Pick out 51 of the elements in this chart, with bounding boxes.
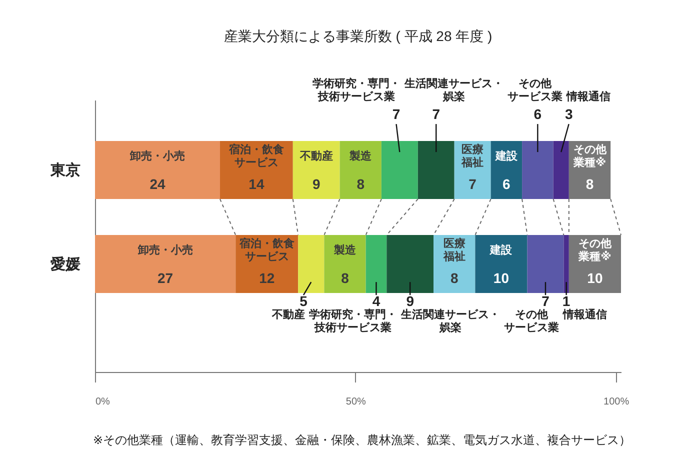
data-label: 9 — [406, 293, 414, 310]
text: ※その他業種（運輸、教育学習支援、金融・保険、農林漁業、鉱業、電気ガス水道、複合サービス） — [93, 433, 632, 447]
data-label: 6 — [534, 106, 542, 122]
data-label: 5 — [300, 293, 308, 310]
y-tick-label: 愛媛 — [50, 256, 80, 274]
x-tick-label: 50% — [346, 396, 366, 408]
data-label: 8 — [341, 270, 350, 286]
x-tick-label: 100% — [604, 396, 630, 408]
data-label: 4 — [372, 293, 380, 310]
series-label: その他サービス業 — [504, 308, 560, 334]
data-label: 7 — [542, 293, 550, 310]
data-label: 24 — [150, 176, 166, 192]
data-label: 27 — [158, 270, 174, 286]
series-label: 医療福祉 — [460, 143, 484, 170]
series-label: 生活関連サービス・娯楽 — [400, 308, 500, 334]
series-label: 宿泊・飲食サービス — [228, 143, 284, 170]
series-label: 卸売・小売 — [128, 150, 185, 163]
series-label: 情報通信 — [562, 308, 608, 322]
text: 学術研究・専門・技術サービス業 — [312, 78, 401, 104]
data-label: 6 — [502, 176, 511, 192]
data-label: 1 — [562, 293, 570, 310]
data-label: 8 — [586, 176, 594, 192]
text: 製造 — [334, 244, 356, 257]
text: 卸売・小売 — [138, 244, 193, 257]
series-label: 製造 — [348, 150, 373, 163]
data-label: 9 — [312, 176, 320, 192]
series-label: 不動産 — [298, 150, 333, 163]
series-label: 学術研究・専門・技術サービス業 — [309, 308, 398, 334]
x-tick-label: 0% — [96, 396, 110, 408]
text: その他サービス業 — [508, 78, 563, 104]
text: 建設 — [490, 244, 512, 257]
data-label: 10 — [587, 270, 603, 286]
data-label: 10 — [493, 270, 510, 286]
data-label: 8 — [450, 270, 458, 286]
data-label: 8 — [356, 176, 365, 192]
text: 情報通信 — [566, 91, 611, 104]
data-label: 7 — [392, 106, 400, 122]
series-label: 建設 — [494, 150, 518, 163]
data-label: 3 — [564, 106, 573, 122]
text: その他業種※ — [578, 238, 612, 264]
data-label: 14 — [248, 176, 264, 192]
data-label: 12 — [259, 270, 275, 286]
series-label: その他業種※ — [572, 143, 608, 170]
text: 医療福祉 — [443, 238, 466, 264]
text: 不動産 — [272, 309, 306, 322]
text: 生活関連サービス・娯楽 — [404, 78, 504, 104]
y-tick-label: 東京 — [50, 161, 80, 180]
chart-title: 産業大分類による事業所数 ( 平成 28 年度 ) — [224, 28, 492, 44]
data-label: 7 — [468, 176, 477, 192]
data-label: 7 — [432, 106, 440, 122]
text: 宿泊・飲食サービス — [239, 238, 294, 264]
